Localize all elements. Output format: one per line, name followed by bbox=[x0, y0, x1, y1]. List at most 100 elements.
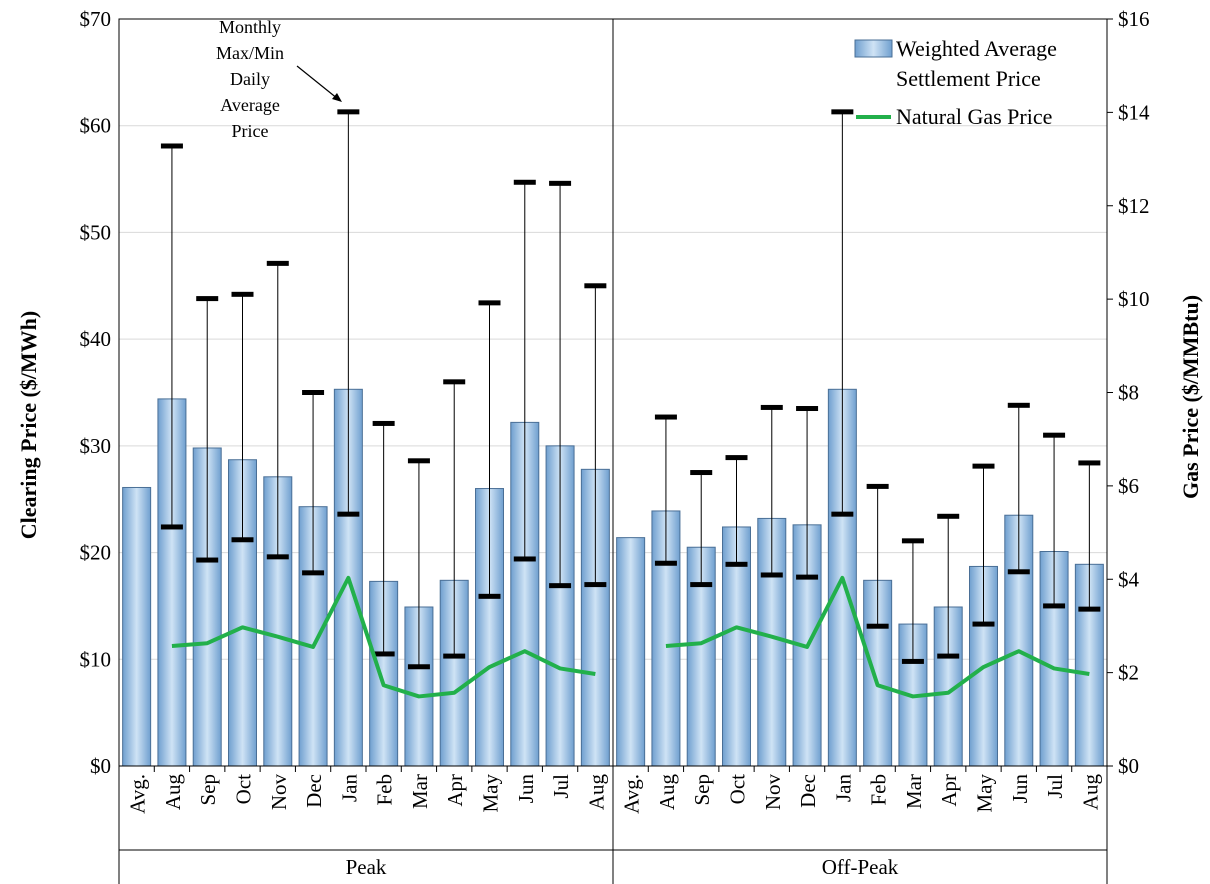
max-min-markers bbox=[160, 109, 1101, 670]
daily-min-marker bbox=[1007, 569, 1030, 575]
y-right-tick-label: $2 bbox=[1118, 661, 1139, 685]
max-min-annotation: Monthly Max/Min Daily Average Price bbox=[216, 17, 342, 141]
daily-max-marker bbox=[478, 300, 501, 306]
daily-min-marker bbox=[760, 572, 783, 578]
category-label: Aug bbox=[655, 774, 679, 811]
daily-max-marker bbox=[1043, 432, 1066, 438]
annotation-line-4: Average bbox=[220, 95, 280, 115]
daily-min-marker bbox=[407, 664, 430, 670]
y-left-tick-label: $0 bbox=[90, 754, 111, 778]
legend: Weighted Average Settlement Price Natura… bbox=[854, 36, 1057, 129]
y-right-tick-label: $14 bbox=[1118, 100, 1150, 124]
daily-min-marker bbox=[513, 556, 536, 562]
y-left-tick-label: $50 bbox=[80, 220, 112, 244]
group-label: Peak bbox=[346, 855, 387, 879]
category-label: Dec bbox=[796, 774, 820, 808]
legend-bar-swatch bbox=[854, 39, 893, 58]
category-label: May bbox=[479, 774, 503, 813]
annotation-arrowhead bbox=[332, 93, 342, 102]
daily-max-marker bbox=[231, 291, 254, 297]
category-label: May bbox=[973, 774, 997, 813]
y-right-axis-title: Gas Price ($/MMBtu) bbox=[1178, 295, 1203, 499]
y-right-tick-label: $16 bbox=[1118, 7, 1150, 31]
daily-min-marker bbox=[901, 658, 924, 664]
daily-max-marker bbox=[725, 455, 748, 461]
legend-gas-label: Natural Gas Price bbox=[896, 104, 1052, 129]
daily-max-marker bbox=[337, 109, 360, 115]
daily-min-marker bbox=[302, 570, 325, 576]
daily-max-marker bbox=[513, 179, 536, 185]
daily-max-marker bbox=[196, 296, 219, 302]
settlement-bar bbox=[616, 537, 646, 767]
daily-max-marker bbox=[372, 420, 395, 426]
daily-min-marker bbox=[231, 537, 254, 543]
category-label: Jul bbox=[549, 774, 573, 799]
daily-min-marker bbox=[372, 651, 395, 657]
daily-max-marker bbox=[901, 538, 924, 544]
category-label: Avg. bbox=[620, 774, 644, 814]
daily-max-marker bbox=[760, 404, 783, 410]
daily-max-marker bbox=[160, 143, 183, 149]
daily-max-marker bbox=[302, 390, 325, 395]
y-right-tick-label: $10 bbox=[1118, 287, 1150, 311]
category-label: Jun bbox=[1008, 774, 1032, 804]
daily-max-marker bbox=[443, 379, 466, 385]
category-label: Jan bbox=[337, 774, 361, 802]
y-right-tick-label: $0 bbox=[1118, 754, 1139, 778]
daily-min-marker bbox=[160, 524, 183, 530]
category-label: Oct bbox=[232, 774, 256, 804]
daily-min-marker bbox=[654, 560, 677, 566]
category-label: Jun bbox=[514, 774, 538, 804]
y-right-tick-label: $12 bbox=[1118, 194, 1150, 218]
y-left-axis-title: Clearing Price ($/MWh) bbox=[16, 311, 41, 540]
daily-max-marker bbox=[690, 470, 713, 476]
y-left-tick-label: $70 bbox=[80, 7, 112, 31]
category-label: Mar bbox=[902, 774, 926, 809]
daily-max-marker bbox=[796, 406, 819, 412]
daily-max-marker bbox=[1078, 460, 1101, 466]
legend-settlement-line2: Settlement Price bbox=[896, 66, 1041, 91]
daily-min-marker bbox=[866, 623, 889, 629]
daily-min-marker bbox=[549, 583, 572, 589]
daily-min-marker bbox=[1078, 606, 1101, 612]
category-label: Sep bbox=[690, 774, 714, 806]
daily-max-marker bbox=[937, 513, 960, 519]
y-right-tick-label: $4 bbox=[1118, 567, 1140, 591]
category-label: Sep bbox=[196, 774, 220, 806]
category-label: Nov bbox=[267, 774, 291, 811]
axis-ticks: $0 $10 $20 $30 $40 $50 $60 $70 $0 $2 $4 $6 $8 $10 $12 $… bbox=[80, 7, 1151, 778]
daily-max-marker bbox=[584, 283, 607, 289]
daily-max-marker bbox=[266, 260, 289, 266]
y-right-tick-label: $6 bbox=[1118, 474, 1139, 498]
daily-max-marker bbox=[831, 109, 854, 115]
annotation-line-1: Monthly bbox=[219, 17, 281, 37]
y-right-tick-label: $8 bbox=[1118, 381, 1139, 405]
y-left-tick-label: $60 bbox=[80, 114, 112, 138]
daily-min-marker bbox=[1043, 603, 1066, 609]
category-label: Aug bbox=[1078, 774, 1102, 811]
category-label: Apr bbox=[443, 774, 467, 807]
daily-max-marker bbox=[866, 483, 889, 489]
daily-max-marker bbox=[972, 463, 995, 469]
category-label: Avg. bbox=[126, 774, 150, 814]
daily-min-marker bbox=[725, 561, 748, 567]
daily-max-marker bbox=[654, 414, 677, 420]
gas-price-lines bbox=[171, 575, 1090, 699]
daily-min-marker bbox=[690, 582, 713, 588]
category-label: Nov bbox=[761, 774, 785, 811]
annotation-line-5: Price bbox=[232, 121, 269, 141]
daily-min-marker bbox=[266, 554, 289, 560]
daily-min-marker bbox=[972, 621, 995, 627]
gas-price-line bbox=[171, 575, 596, 699]
y-left-tick-label: $10 bbox=[80, 647, 112, 671]
category-label: Dec bbox=[302, 774, 326, 808]
daily-max-marker bbox=[407, 458, 430, 464]
category-labels: Avg. Aug Sep Oct Nov Dec Jan Feb Mar Apr May Jun Jul… bbox=[126, 774, 1103, 879]
daily-min-marker bbox=[937, 653, 960, 659]
daily-min-marker bbox=[337, 511, 360, 517]
annotation-arrow bbox=[296, 65, 339, 100]
daily-min-marker bbox=[831, 511, 854, 517]
category-label: Feb bbox=[867, 774, 891, 806]
category-label: Feb bbox=[373, 774, 397, 806]
